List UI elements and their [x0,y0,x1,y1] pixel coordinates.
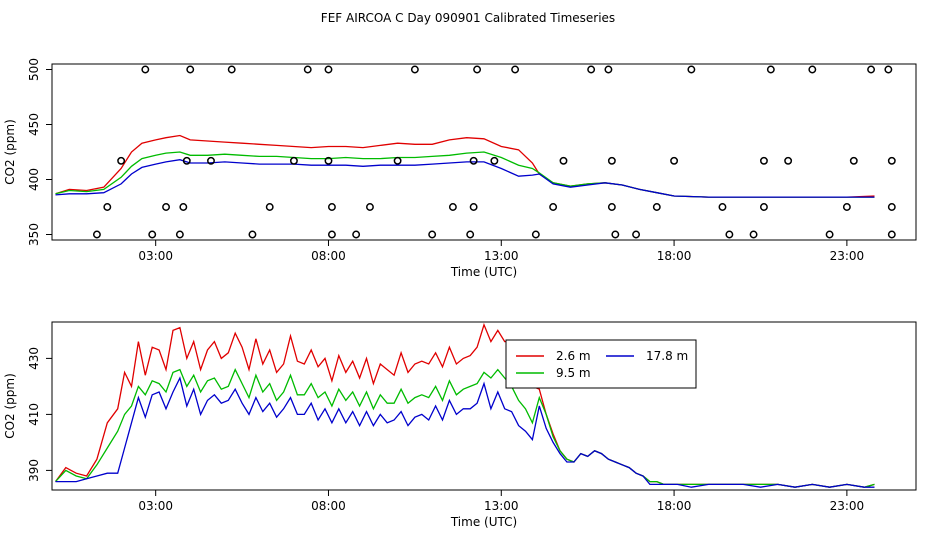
data-marker [604,65,613,74]
data-marker [531,230,540,239]
data-marker [366,203,374,211]
data-marker [466,230,475,239]
data-marker [887,156,896,165]
x-tick-label: 18:00 [657,499,692,513]
data-marker [766,65,775,74]
data-marker [490,156,499,165]
x-tick-label: 23:00 [830,249,865,263]
legend-box [505,339,697,389]
data-marker [182,156,191,165]
data-marker [175,230,184,239]
y-tick-label: 400 [27,168,41,191]
data-marker [887,203,896,211]
data-marker [141,65,150,74]
series-line-s26 [54,322,875,488]
data-marker [611,230,620,239]
data-marker [428,230,437,239]
y-tick-label: 450 [27,113,41,136]
data-marker [607,156,616,165]
data-marker [687,65,696,74]
top-panel: 03:00 08:00 13:00 18:00 23:00 350 400 450 500 Tim… [3,58,917,279]
data-marker [725,230,734,239]
y-tick-label: 390 [27,459,41,482]
legend: 2.6 m 9.5 m 17.8 m [505,339,697,389]
data-marker [759,203,768,211]
series-line-s95 [55,151,875,198]
legend-label-s178: 17.8 m [646,349,688,363]
data-marker [324,156,333,165]
data-marker [227,65,236,74]
y-tick-label: 410 [27,403,41,426]
data-marker [718,203,727,211]
data-marker [670,156,679,165]
data-marker [448,203,457,211]
data-marker [393,156,402,165]
data-marker [784,156,793,165]
x-tick-label: 13:00 [484,499,519,513]
legend-label-s26: 2.6 m [556,349,591,363]
x-tick-label: 03:00 [138,499,173,513]
data-marker [887,230,896,239]
data-marker [587,65,596,74]
y-axis-label: CO2 (ppm) [3,119,17,185]
series-line-s178 [55,376,875,488]
data-marker [632,230,641,239]
data-marker [473,65,482,74]
data-marker [867,65,876,74]
x-axis-label: Time (UTC) [450,265,517,279]
data-marker [825,230,834,239]
data-marker [559,156,568,165]
plot-frame [51,321,917,491]
data-marker [148,230,157,239]
chart-title: FEF AIRCOA C Day 090901 Calibrated Times… [321,11,615,25]
data-marker [162,203,170,211]
x-tick-label: 23:00 [830,499,865,513]
data-marker [607,203,616,211]
data-marker [652,203,661,211]
data-marker [842,203,851,211]
data-marker [92,230,101,239]
data-marker [410,65,419,74]
data-marker [324,65,333,74]
data-marker [469,203,478,211]
series-line-s26 [55,134,875,198]
data-marker [179,203,188,211]
x-tick-label: 13:00 [484,249,519,263]
data-marker [303,65,312,74]
legend-label-s95: 9.5 m [556,366,591,380]
bottom-panel: 03:00 08:00 13:00 18:00 23:00 390 410 430 Time (… [3,321,917,529]
y-tick-label: 500 [27,58,41,81]
data-marker [808,65,817,74]
x-tick-label: 03:00 [138,249,173,263]
data-marker [207,156,215,165]
y-tick-label: 350 [27,223,41,246]
data-marker [289,156,298,165]
data-marker [759,156,768,165]
data-marker [511,65,520,74]
series-line-s95 [55,368,875,488]
data-marker [469,156,478,165]
x-axis-label: Time (UTC) [450,515,517,529]
data-marker [117,156,126,165]
data-marker [884,65,893,74]
data-marker [327,230,336,239]
data-marker [103,203,112,211]
data-marker [749,230,758,239]
data-marker [549,203,558,211]
y-axis-label: CO2 (ppm) [3,373,17,439]
y-tick-label: 430 [27,347,41,370]
x-tick-label: 08:00 [311,499,346,513]
x-tick-label: 18:00 [657,249,692,263]
data-marker [849,156,858,165]
series-line-s178 [55,159,875,198]
plot-frame [51,63,917,241]
data-marker [248,230,257,239]
data-marker [186,65,195,74]
data-marker [352,230,361,239]
data-marker [265,203,274,211]
x-tick-label: 08:00 [311,249,346,263]
data-marker [327,203,336,211]
